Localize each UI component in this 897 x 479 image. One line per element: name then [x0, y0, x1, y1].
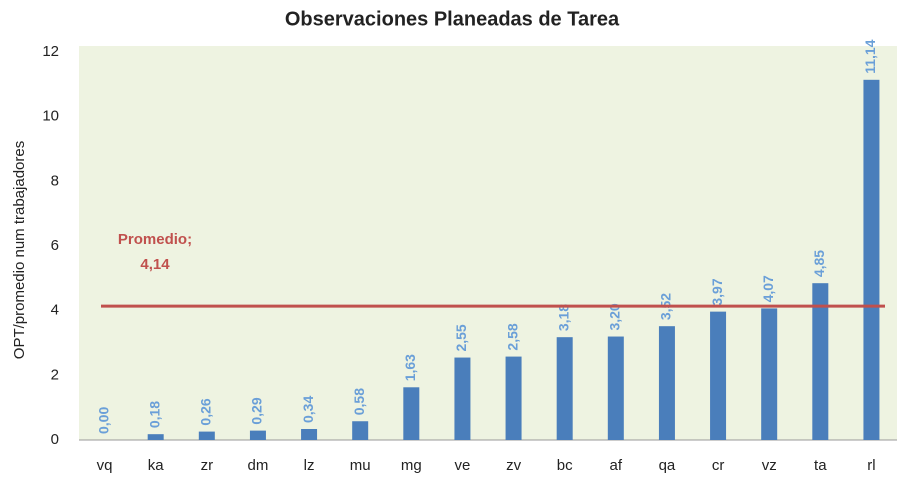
bar — [761, 308, 778, 440]
bar — [505, 356, 522, 440]
average-label: Promedio; — [118, 231, 192, 248]
y-tick-label: 6 — [51, 237, 59, 254]
x-tick-label: bc — [557, 457, 573, 474]
value-label: 3,20 — [607, 303, 623, 330]
x-tick-label: zv — [506, 457, 522, 474]
bar — [556, 337, 573, 440]
value-label: 0,26 — [198, 398, 214, 425]
y-tick-label: 12 — [42, 43, 59, 60]
x-tick-label: cr — [712, 457, 725, 474]
value-label: 2,55 — [453, 324, 469, 351]
y-tick-label: 4 — [51, 302, 59, 319]
x-tick-label: zr — [201, 457, 214, 474]
y-tick-label: 8 — [51, 172, 59, 189]
y-tick-label: 2 — [51, 366, 59, 383]
chart-title: Observaciones Planeadas de Tarea — [285, 8, 620, 30]
bar — [607, 336, 624, 440]
x-tick-label: ta — [814, 457, 827, 474]
value-label: 11,14 — [862, 39, 878, 73]
y-tick-label: 0 — [51, 431, 59, 448]
x-tick-label: ve — [455, 457, 471, 474]
bar — [301, 429, 318, 440]
plot-area — [79, 46, 897, 440]
value-label: 4,85 — [811, 250, 827, 277]
bar — [454, 357, 471, 440]
bar — [658, 326, 675, 440]
x-tick-label: vq — [97, 457, 113, 474]
bar — [403, 387, 420, 440]
x-tick-label: vz — [762, 457, 777, 474]
bar — [710, 311, 727, 440]
average-value-label: 4,14 — [140, 256, 170, 273]
bar — [249, 430, 266, 440]
value-label: 3,18 — [555, 304, 571, 331]
bar — [198, 431, 215, 440]
x-tick-label: qa — [659, 457, 676, 474]
bar — [147, 434, 164, 440]
bar — [863, 79, 880, 440]
value-label: 0,34 — [300, 396, 316, 423]
x-tick-label: ka — [148, 457, 165, 474]
x-tick-label: af — [610, 457, 623, 474]
x-tick-label: dm — [248, 457, 269, 474]
x-tick-label: rl — [867, 457, 875, 474]
value-label: 3,97 — [709, 278, 725, 305]
x-tick-label: lz — [304, 457, 315, 474]
y-axis-title: OPT/promedio num trabajadores — [11, 141, 28, 359]
value-label: 1,63 — [402, 354, 418, 381]
value-label: 0,18 — [146, 401, 162, 428]
value-label: 4,07 — [760, 275, 776, 302]
y-tick-label: 10 — [42, 108, 59, 125]
value-label: 0,58 — [351, 388, 367, 415]
x-tick-label: mg — [401, 457, 422, 474]
value-label: 0,00 — [95, 407, 111, 434]
bar — [352, 421, 369, 440]
value-label: 0,29 — [249, 397, 265, 424]
bar — [812, 283, 829, 440]
x-tick-label: mu — [350, 457, 371, 474]
value-label: 2,58 — [504, 323, 520, 350]
